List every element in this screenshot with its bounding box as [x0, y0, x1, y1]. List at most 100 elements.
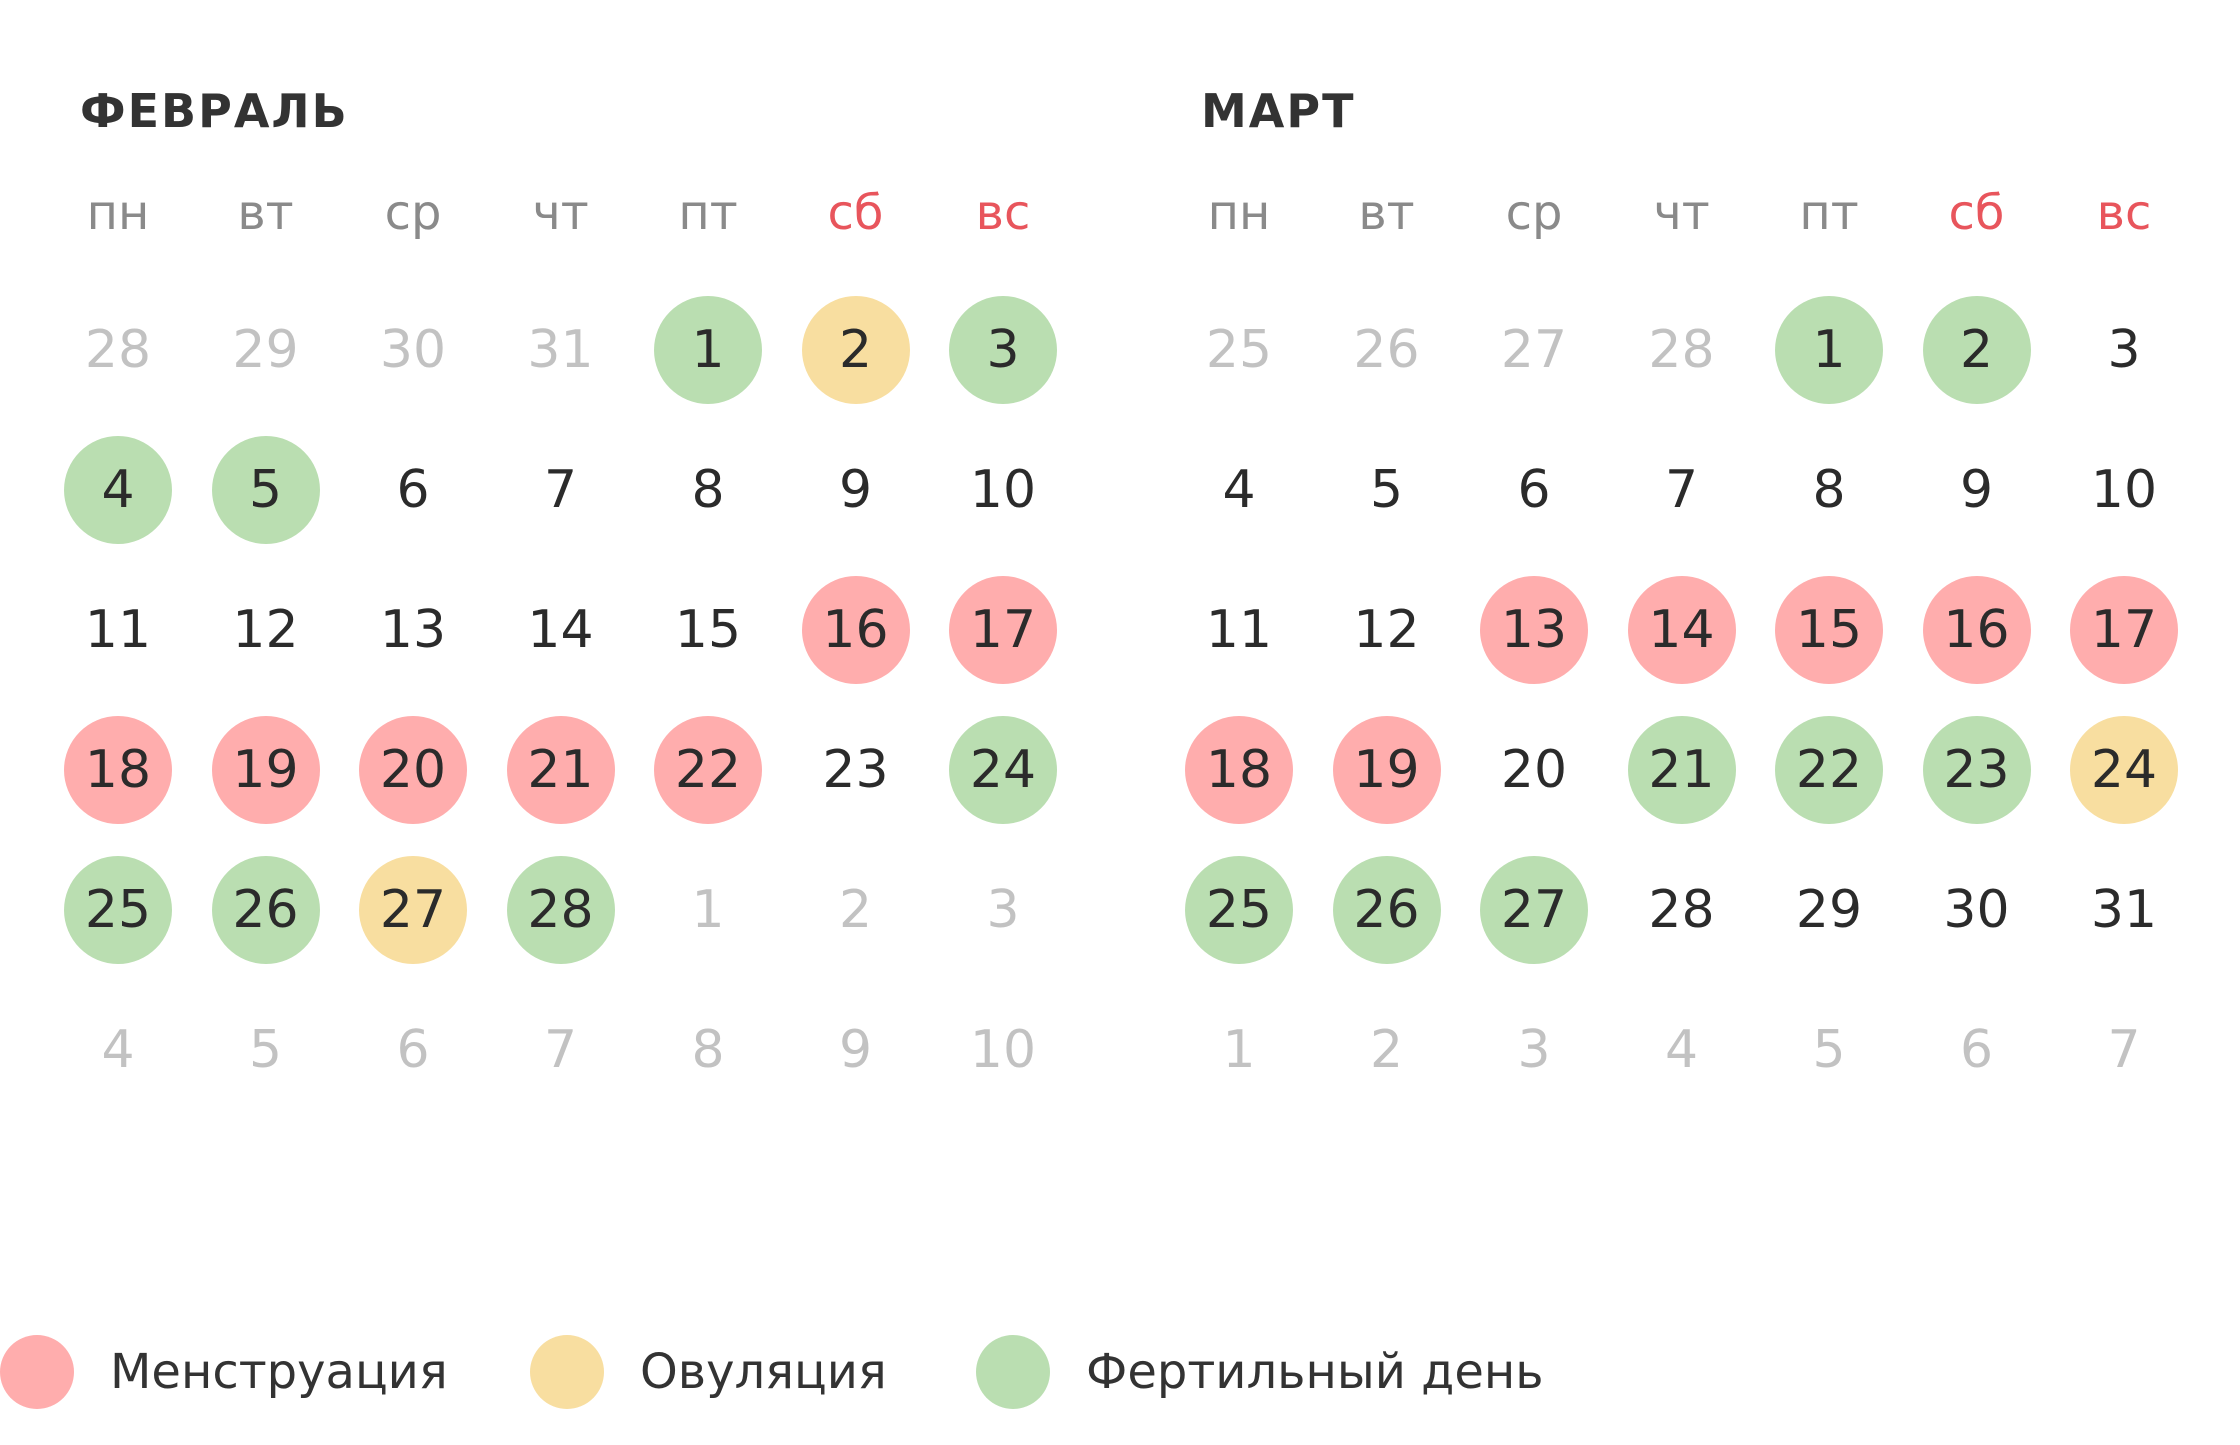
day-cell-outside: 7	[2107, 1020, 2141, 1080]
day-cell[interactable]: 2	[1922, 296, 2031, 404]
day-cell-outside: 31	[527, 320, 594, 380]
day-cell[interactable]: 26	[1332, 856, 1441, 964]
weekday-label: пт	[1799, 185, 1859, 241]
day-cell-outside: 2	[838, 880, 873, 940]
day-cell[interactable]: 18	[1185, 716, 1293, 824]
day-cell[interactable]: 11	[1205, 600, 1273, 660]
day-cell[interactable]: 27	[359, 856, 467, 964]
weekday-label: чт	[1653, 185, 1710, 241]
legend-item-ovu: Овуляция	[530, 1335, 887, 1409]
legend-label: Фертильный день	[1086, 1344, 1544, 1400]
day-cell-outside: 2	[1369, 1020, 1404, 1080]
day-cell-outside: 28	[1648, 320, 1715, 380]
day-cell-outside: 9	[838, 1020, 873, 1080]
month-title: МАРТ	[1201, 84, 1356, 138]
legend-dot-icon	[0, 1335, 74, 1409]
day-cell[interactable]: 5	[211, 436, 320, 544]
day-cell-outside: 4	[101, 1020, 135, 1080]
day-cell[interactable]: 13	[379, 600, 447, 660]
day-cell[interactable]: 8	[691, 460, 725, 520]
legend-dot-icon	[530, 1335, 604, 1409]
day-cell[interactable]: 19	[1332, 716, 1441, 824]
weekday-label: пт	[678, 185, 738, 241]
legend-item-fer: Фертильный день	[976, 1335, 1544, 1409]
day-cell[interactable]: 13	[1480, 576, 1588, 684]
day-cell[interactable]: 9	[1959, 460, 1994, 520]
day-cell[interactable]: 24	[2070, 716, 2178, 824]
day-cell[interactable]: 17	[949, 576, 1057, 684]
day-cell[interactable]: 7	[1664, 460, 1699, 520]
day-cell[interactable]: 23	[1922, 716, 2031, 824]
legend-label: Менструация	[110, 1344, 448, 1400]
day-cell[interactable]: 25	[64, 856, 172, 964]
day-cell[interactable]: 6	[1517, 460, 1551, 520]
day-cell[interactable]: 25	[1185, 856, 1293, 964]
day-cell[interactable]: 1	[654, 296, 762, 404]
day-cell[interactable]: 21	[506, 716, 615, 824]
day-cell-outside: 4	[1664, 1020, 1699, 1080]
day-cell-outside: 30	[379, 320, 447, 380]
day-cell[interactable]: 15	[674, 600, 742, 660]
day-cell-outside: 5	[248, 1020, 283, 1080]
day-cell[interactable]: 10	[969, 460, 1037, 520]
day-cell-outside: 10	[969, 1020, 1037, 1080]
day-cell[interactable]: 14	[527, 600, 594, 660]
day-cell[interactable]: 10	[2090, 460, 2158, 520]
day-cell[interactable]: 28	[506, 856, 615, 964]
day-cell-outside: 5	[1812, 1020, 1846, 1080]
day-cell[interactable]: 29	[1795, 880, 1863, 940]
weekday-label: сб	[1948, 185, 2005, 241]
day-cell-outside: 25	[1205, 320, 1273, 380]
weekday-label: пн	[86, 185, 150, 241]
day-cell[interactable]: 6	[396, 460, 430, 520]
legend: Менструация Овуляция Фертильный день	[0, 1335, 2240, 1415]
day-cell[interactable]: 22	[654, 716, 762, 824]
weekday-label: ср	[384, 185, 442, 241]
day-cell[interactable]: 20	[1500, 740, 1568, 800]
weekday-label: ср	[1505, 185, 1563, 241]
day-cell[interactable]: 24	[949, 716, 1057, 824]
day-cell[interactable]: 26	[211, 856, 320, 964]
day-cell[interactable]: 20	[359, 716, 467, 824]
day-cell[interactable]: 17	[2070, 576, 2178, 684]
day-cell-outside: 7	[543, 1020, 578, 1080]
day-cell[interactable]: 14	[1627, 576, 1736, 684]
day-cell[interactable]: 5	[1369, 460, 1404, 520]
day-cell[interactable]: 18	[64, 716, 172, 824]
weekday-label: сб	[827, 185, 884, 241]
day-cell[interactable]: 9	[838, 460, 873, 520]
legend-label: Овуляция	[640, 1344, 887, 1400]
day-cell[interactable]: 19	[211, 716, 320, 824]
day-cell-outside: 8	[691, 1020, 725, 1080]
day-cell[interactable]: 3	[2107, 320, 2141, 380]
legend-item-men: Менструация	[0, 1335, 448, 1409]
day-cell[interactable]: 4	[64, 436, 172, 544]
day-cell[interactable]: 28	[1648, 880, 1715, 940]
day-cell[interactable]: 21	[1627, 716, 1736, 824]
day-cell[interactable]: 3	[949, 296, 1057, 404]
day-cell[interactable]: 11	[84, 600, 152, 660]
day-cell-outside: 1	[691, 880, 725, 940]
day-cell[interactable]: 15	[1775, 576, 1883, 684]
day-cell[interactable]: 30	[1943, 880, 2010, 940]
day-cell-outside: 26	[1353, 320, 1420, 380]
weekday-label: вс	[975, 185, 1031, 241]
day-cell[interactable]: 12	[232, 600, 299, 660]
day-cell[interactable]: 16	[1922, 576, 2031, 684]
day-cell[interactable]: 4	[1222, 460, 1256, 520]
day-cell[interactable]: 22	[1775, 716, 1883, 824]
day-cell[interactable]: 8	[1812, 460, 1846, 520]
day-cell[interactable]: 23	[822, 740, 889, 800]
day-cell[interactable]: 7	[543, 460, 578, 520]
weekday-label: чт	[532, 185, 589, 241]
weekday-label: вт	[1358, 185, 1415, 241]
day-cell[interactable]: 2	[801, 296, 910, 404]
day-cell-outside: 29	[232, 320, 299, 380]
day-cell[interactable]: 1	[1775, 296, 1883, 404]
weekday-label: пн	[1207, 185, 1271, 241]
day-cell[interactable]: 16	[801, 576, 910, 684]
day-cell-outside: 6	[1959, 1020, 1994, 1080]
day-cell[interactable]: 31	[2090, 880, 2158, 940]
day-cell[interactable]: 27	[1480, 856, 1588, 964]
day-cell[interactable]: 12	[1353, 600, 1420, 660]
